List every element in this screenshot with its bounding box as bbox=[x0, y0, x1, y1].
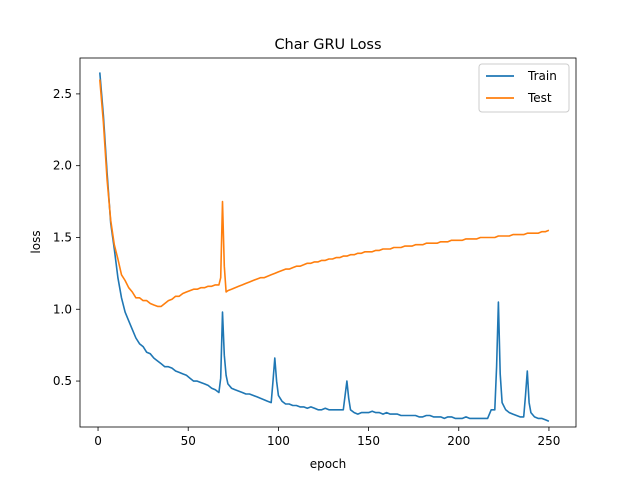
x-tick-label: 250 bbox=[537, 434, 560, 448]
series-line-test bbox=[99, 79, 550, 308]
y-axis-ticks: 0.5 1.0 1.5 2.0 2.5 bbox=[53, 87, 80, 388]
x-tick-label: 100 bbox=[267, 434, 290, 448]
y-tick-label: 2.5 bbox=[53, 87, 72, 101]
chart-title: Char GRU Loss bbox=[274, 37, 381, 53]
x-tick-label: 150 bbox=[357, 434, 380, 448]
y-tick-label: 1.0 bbox=[53, 302, 72, 316]
x-tick-label: 50 bbox=[181, 434, 196, 448]
x-tick-label: 0 bbox=[94, 434, 102, 448]
plot-area bbox=[79, 57, 577, 428]
legend-label-test: Test bbox=[527, 91, 552, 105]
y-axis-label: loss bbox=[29, 230, 43, 253]
series-line-train bbox=[99, 72, 550, 423]
x-axis-label: epoch bbox=[310, 457, 347, 471]
x-axis-ticks: 0 50 100 150 200 250 bbox=[94, 427, 560, 448]
series-layer bbox=[99, 72, 550, 423]
y-tick-label: 1.5 bbox=[53, 230, 72, 244]
y-tick-label: 0.5 bbox=[53, 374, 72, 388]
legend: Train Test bbox=[478, 63, 570, 113]
x-tick-label: 200 bbox=[447, 434, 470, 448]
y-tick-label: 2.0 bbox=[53, 159, 72, 173]
legend-label-train: Train bbox=[527, 69, 557, 83]
